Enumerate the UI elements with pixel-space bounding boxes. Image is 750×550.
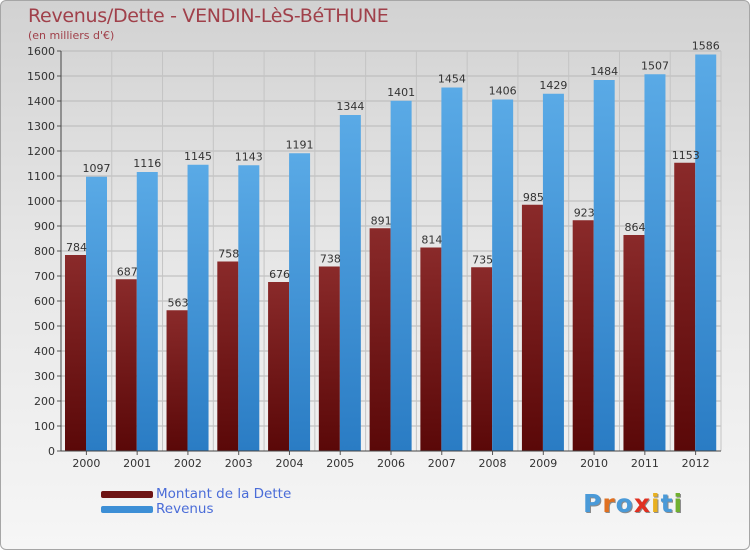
data-label-dette: 1153 bbox=[672, 149, 700, 162]
y-tick-label: 1000 bbox=[27, 195, 55, 208]
y-tick-label: 600 bbox=[34, 295, 55, 308]
bar-dette bbox=[369, 228, 391, 451]
y-tick-label: 100 bbox=[34, 420, 55, 433]
y-tick-label: 1400 bbox=[27, 95, 55, 108]
bar-revenus bbox=[238, 165, 260, 451]
y-tick-label: 400 bbox=[34, 345, 55, 358]
bar-revenus bbox=[86, 176, 107, 451]
bar-revenus bbox=[644, 74, 666, 451]
logo-letter: x bbox=[633, 489, 651, 518]
data-label-revenus: 1586 bbox=[692, 40, 720, 53]
y-tick-label: 1600 bbox=[27, 45, 55, 58]
y-tick-label: 1100 bbox=[27, 170, 55, 183]
x-tick-label: 2009 bbox=[529, 457, 557, 470]
legend-label-dette: Montant de la Dette bbox=[156, 486, 292, 502]
y-tick-label: 1200 bbox=[27, 145, 55, 158]
bar-revenus bbox=[441, 87, 463, 451]
data-label-dette: 891 bbox=[371, 214, 392, 227]
x-tick-label: 2006 bbox=[377, 457, 405, 470]
legend-swatch-revenus bbox=[101, 506, 153, 513]
logo-letter: i bbox=[651, 489, 661, 518]
bar-revenus bbox=[136, 172, 158, 451]
x-tick-label: 2010 bbox=[580, 457, 608, 470]
y-tick-label: 800 bbox=[34, 245, 55, 258]
y-tick-label: 1300 bbox=[27, 120, 55, 133]
x-tick-label: 2004 bbox=[275, 457, 303, 470]
data-label-dette: 676 bbox=[269, 268, 290, 281]
data-label-dette: 784 bbox=[66, 241, 87, 254]
bar-dette bbox=[115, 279, 137, 451]
data-label-dette: 563 bbox=[168, 296, 189, 309]
bar-dette bbox=[674, 162, 696, 451]
logo-letter: P bbox=[583, 489, 603, 518]
x-tick-label: 2000 bbox=[72, 457, 100, 470]
data-label-revenus: 1097 bbox=[83, 162, 111, 175]
bar-revenus bbox=[593, 80, 615, 451]
bar-dette bbox=[217, 261, 239, 451]
x-tick-label: 2008 bbox=[479, 457, 507, 470]
data-label-dette: 814 bbox=[421, 234, 442, 247]
data-label-dette: 864 bbox=[624, 221, 645, 234]
bar-revenus bbox=[390, 100, 412, 451]
bar-revenus bbox=[187, 164, 209, 451]
data-label-revenus: 1143 bbox=[235, 150, 263, 163]
bar-dette bbox=[65, 255, 86, 451]
bar-dette bbox=[318, 266, 340, 451]
bar-dette bbox=[166, 310, 188, 451]
y-tick-label: 500 bbox=[34, 320, 55, 333]
chart-subtitle: (en milliers d'€) bbox=[28, 29, 115, 42]
bar-revenus bbox=[492, 99, 514, 451]
data-label-dette: 985 bbox=[523, 191, 544, 204]
data-label-revenus: 1454 bbox=[438, 73, 466, 86]
bar-revenus bbox=[289, 153, 311, 451]
logo-letter: t bbox=[660, 489, 674, 518]
data-label-revenus: 1484 bbox=[590, 65, 618, 78]
logo-letter: r bbox=[602, 489, 616, 518]
y-tick-label: 1500 bbox=[27, 70, 55, 83]
data-label-revenus: 1429 bbox=[539, 79, 567, 92]
x-tick-label: 2007 bbox=[428, 457, 456, 470]
bar-dette bbox=[521, 204, 543, 451]
y-tick-label: 200 bbox=[34, 395, 55, 408]
y-tick-label: 900 bbox=[34, 220, 55, 233]
data-label-dette: 738 bbox=[320, 253, 341, 266]
bar-revenus bbox=[542, 93, 564, 451]
chart-title: Revenus/Dette - VENDIN-LèS-BéTHUNE bbox=[28, 5, 389, 27]
x-tick-label: 2012 bbox=[682, 457, 710, 470]
logo-letter: o bbox=[615, 489, 634, 518]
proxiti-logo: Proxiti bbox=[583, 489, 683, 518]
data-label-revenus: 1116 bbox=[133, 157, 161, 170]
data-label-revenus: 1344 bbox=[336, 100, 364, 113]
bar-dette bbox=[420, 247, 442, 451]
x-tick-label: 2011 bbox=[631, 457, 659, 470]
bar-revenus bbox=[339, 115, 361, 451]
bar-revenus bbox=[695, 54, 717, 451]
data-label-revenus: 1191 bbox=[286, 138, 314, 151]
logo-letter: i bbox=[673, 489, 684, 518]
x-tick-label: 2001 bbox=[123, 457, 151, 470]
x-tick-label: 2003 bbox=[225, 457, 253, 470]
legend-swatch-dette bbox=[101, 491, 153, 498]
data-label-revenus: 1507 bbox=[641, 59, 669, 72]
data-label-revenus: 1406 bbox=[489, 85, 517, 98]
x-tick-label: 2005 bbox=[326, 457, 354, 470]
x-tick-label: 2002 bbox=[174, 457, 202, 470]
data-label-dette: 735 bbox=[472, 253, 493, 266]
y-tick-label: 300 bbox=[34, 370, 55, 383]
legend-label-revenus: Revenus bbox=[156, 501, 214, 517]
bar-dette bbox=[268, 282, 290, 451]
data-label-dette: 758 bbox=[218, 248, 239, 261]
bar-dette bbox=[471, 267, 493, 451]
data-label-dette: 923 bbox=[574, 206, 595, 219]
y-tick-label: 700 bbox=[34, 270, 55, 283]
bar-dette bbox=[623, 235, 645, 451]
data-label-revenus: 1401 bbox=[387, 86, 415, 99]
y-tick-label: 0 bbox=[48, 445, 55, 458]
bar-dette bbox=[572, 220, 594, 451]
data-label-revenus: 1145 bbox=[184, 150, 212, 163]
data-label-dette: 687 bbox=[117, 265, 138, 278]
